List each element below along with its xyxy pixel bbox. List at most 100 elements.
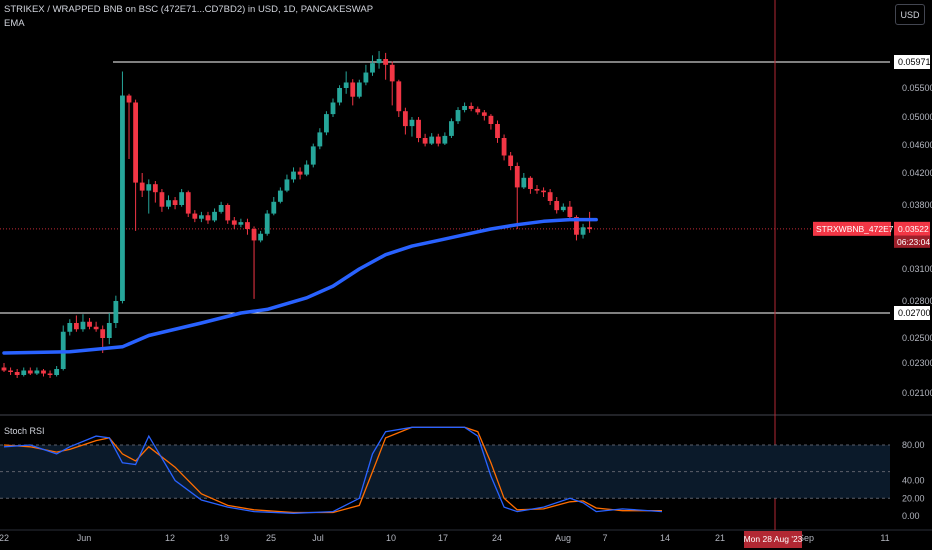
candle[interactable] (587, 227, 593, 229)
candle[interactable] (14, 372, 20, 375)
candle[interactable] (508, 155, 514, 167)
candle[interactable] (159, 192, 165, 207)
candle[interactable] (205, 215, 211, 221)
candle[interactable] (146, 184, 152, 191)
price-tick-label: 0.05500 (902, 83, 932, 93)
candle[interactable] (67, 323, 73, 332)
candle[interactable] (100, 329, 106, 338)
candle[interactable] (488, 115, 494, 124)
candle[interactable] (350, 82, 356, 97)
candle[interactable] (541, 190, 546, 193)
candle[interactable] (429, 136, 435, 144)
candle[interactable] (501, 138, 507, 156)
candle[interactable] (277, 190, 283, 202)
candle[interactable] (264, 213, 270, 234)
candle[interactable] (231, 220, 237, 225)
candle[interactable] (21, 370, 27, 376)
candle[interactable] (396, 81, 402, 112)
candle[interactable] (152, 184, 158, 193)
candle[interactable] (567, 206, 573, 217)
candle[interactable] (218, 205, 224, 212)
ema-line[interactable] (2, 217, 598, 355)
candle[interactable] (80, 321, 86, 330)
stoch-d-line[interactable] (3, 426, 662, 514)
candle[interactable] (442, 135, 448, 144)
candle[interactable] (449, 121, 454, 136)
candle[interactable] (409, 119, 415, 127)
candle[interactable] (317, 132, 323, 147)
candle[interactable] (337, 88, 342, 103)
candle[interactable] (481, 112, 487, 116)
time-tick-label: 17 (438, 533, 448, 543)
ema-indicator-label[interactable]: EMA (4, 18, 25, 29)
candle[interactable] (363, 72, 369, 83)
candle[interactable] (291, 171, 296, 180)
candle[interactable] (376, 59, 382, 64)
candle[interactable] (297, 171, 303, 175)
candle[interactable] (574, 217, 579, 235)
candle[interactable] (41, 370, 46, 374)
candle[interactable] (245, 222, 250, 229)
candle[interactable] (113, 301, 119, 323)
candle[interactable] (310, 146, 316, 165)
candle[interactable] (580, 227, 586, 235)
time-tick-label: 7 (602, 533, 607, 543)
candle[interactable] (8, 370, 13, 373)
candle[interactable] (514, 166, 520, 188)
candle[interactable] (172, 200, 178, 205)
candle[interactable] (139, 182, 145, 191)
candle[interactable] (547, 192, 553, 201)
candle[interactable] (126, 95, 132, 103)
candle[interactable] (475, 108, 481, 113)
candle[interactable] (192, 213, 198, 219)
candle[interactable] (422, 138, 428, 144)
candle[interactable] (343, 82, 349, 88)
candle[interactable] (468, 105, 474, 109)
candle[interactable] (402, 111, 408, 127)
candle[interactable] (284, 179, 290, 191)
candle[interactable] (435, 136, 441, 144)
candle[interactable] (383, 59, 389, 65)
candle[interactable] (554, 201, 560, 211)
candle[interactable] (304, 164, 310, 175)
candle[interactable] (534, 189, 540, 191)
candle[interactable] (330, 102, 336, 115)
candle[interactable] (238, 222, 244, 225)
candle[interactable] (521, 177, 527, 188)
candle[interactable] (560, 206, 566, 211)
candle[interactable] (258, 233, 264, 241)
candle[interactable] (251, 229, 257, 241)
currency-button[interactable]: USD (895, 4, 925, 25)
candle[interactable] (462, 105, 467, 111)
candle[interactable] (212, 211, 217, 221)
stoch-k-line[interactable] (3, 426, 663, 514)
candle[interactable] (73, 323, 79, 330)
candle[interactable] (87, 321, 92, 327)
candle[interactable] (47, 373, 53, 376)
candle[interactable] (106, 323, 112, 338)
candle[interactable] (179, 192, 185, 205)
candle[interactable] (389, 64, 395, 82)
candle[interactable] (54, 369, 60, 375)
candle[interactable] (324, 114, 329, 133)
candle[interactable] (495, 124, 500, 138)
candle[interactable] (455, 110, 461, 122)
candle[interactable] (356, 82, 362, 97)
candle[interactable] (370, 63, 375, 73)
candle[interactable] (416, 119, 421, 138)
candle[interactable] (1, 367, 7, 371)
candle[interactable] (271, 201, 277, 214)
candle[interactable] (120, 95, 125, 301)
candle[interactable] (27, 370, 33, 374)
candle[interactable] (528, 177, 533, 189)
crosshair-date-bg (744, 531, 802, 548)
candle[interactable] (185, 192, 191, 214)
stoch-rsi-label[interactable]: Stoch RSI (4, 426, 45, 436)
candle[interactable] (93, 326, 99, 330)
candle[interactable] (166, 200, 171, 207)
candle[interactable] (199, 215, 204, 219)
candle[interactable] (225, 205, 231, 221)
candle[interactable] (34, 370, 40, 374)
candle[interactable] (133, 102, 138, 183)
